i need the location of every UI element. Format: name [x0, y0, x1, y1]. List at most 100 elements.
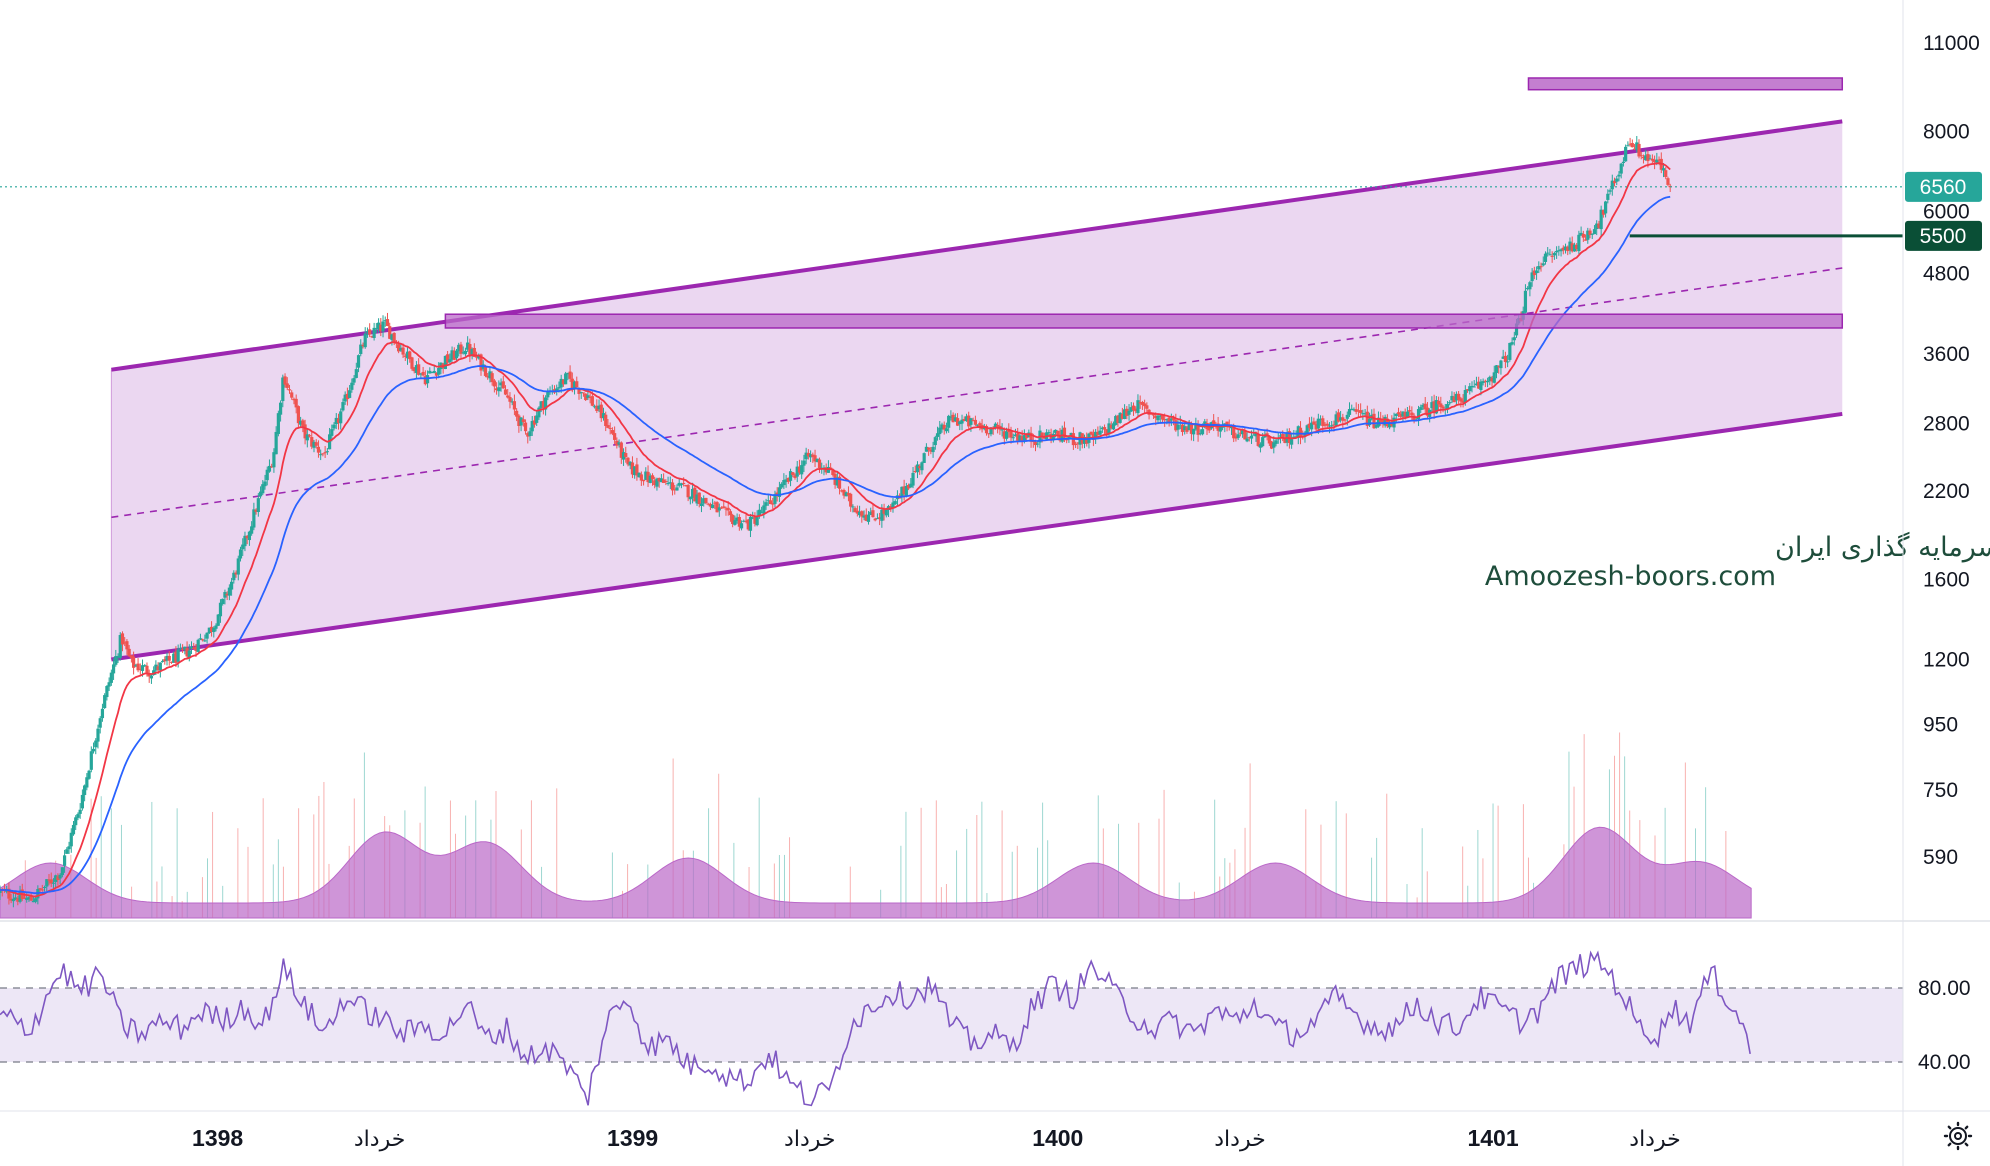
candle-body: [67, 846, 71, 850]
candle-body: [969, 418, 973, 425]
candle-body: [1624, 146, 1628, 162]
candle-body: [408, 351, 412, 360]
gear-icon[interactable]: [1943, 1121, 1973, 1151]
candle-body: [1321, 418, 1325, 426]
candle-body: [788, 471, 793, 481]
candle-body: [1013, 434, 1018, 437]
candle-body: [568, 371, 572, 379]
candle-body: [1510, 342, 1514, 345]
candle-body: [163, 659, 167, 662]
candle-body: [265, 469, 269, 481]
candle-body: [1129, 407, 1133, 412]
candle-body: [575, 381, 579, 388]
candle-body: [1661, 168, 1666, 171]
candle-body: [835, 477, 839, 486]
candle-body: [1225, 421, 1229, 426]
candle-body: [1062, 427, 1067, 438]
candle-body: [107, 682, 111, 687]
candle-body: [771, 503, 775, 505]
candle-body: [40, 889, 44, 891]
candle-body: [1318, 419, 1323, 421]
candle-body: [626, 457, 630, 465]
candle-body: [1657, 159, 1661, 161]
candle-body: [902, 486, 906, 494]
candle-body: [325, 451, 329, 453]
candle-body: [777, 487, 782, 497]
candle-body: [717, 507, 721, 511]
candle-body: [503, 389, 508, 395]
candle-body: [784, 479, 788, 482]
candle-body: [878, 517, 882, 519]
price-tick-label: 3600: [1923, 343, 1970, 366]
candle-body: [1085, 437, 1089, 444]
candle-body: [223, 592, 227, 598]
candle-body: [702, 498, 706, 504]
candle-body: [448, 359, 452, 363]
candle-body: [929, 449, 933, 452]
price-axis[interactable]: 11000 8000 6000 4800 3600 2800 2200 1600 1200 950…: [1923, 32, 1980, 869]
candle-body: [1314, 424, 1318, 430]
price-tick-label: 11000: [1923, 32, 1980, 55]
candle-body: [1089, 431, 1093, 435]
rsi-axis[interactable]: 80.00 40.00: [1918, 977, 1971, 1074]
candle-body: [813, 455, 817, 462]
candle-body: [71, 824, 76, 835]
candle-body: [719, 507, 724, 509]
candle-body: [89, 751, 93, 770]
candle-body: [114, 656, 118, 665]
price-channel: [110, 119, 1843, 662]
candle-body: [339, 411, 343, 424]
candle-body: [490, 373, 494, 383]
candle-body: [83, 785, 87, 796]
candle-body: [196, 639, 200, 652]
candle-body: [11, 898, 15, 902]
candle-body: [911, 472, 915, 486]
candle-body: [158, 662, 162, 671]
candle-body: [1367, 419, 1372, 426]
candle-body: [80, 794, 84, 809]
candle-body: [570, 378, 574, 389]
candle-body: [958, 421, 962, 425]
channel-mid-line: [111, 267, 1843, 519]
candle-body: [1615, 178, 1619, 182]
candle-body: [34, 898, 38, 902]
candle-body: [572, 381, 577, 389]
candle-body: [900, 486, 904, 498]
candle-body: [666, 483, 670, 485]
candle-body: [477, 355, 481, 359]
candle-body: [993, 423, 998, 428]
candle-body: [468, 343, 472, 356]
candle-body: [160, 660, 165, 662]
candle-body: [1245, 438, 1249, 442]
candle-body: [766, 500, 770, 502]
candle-body: [65, 849, 69, 854]
candle-body: [457, 344, 461, 352]
candle-body: [1350, 408, 1354, 411]
candle-body: [394, 342, 398, 344]
candle-body: [517, 415, 521, 427]
candle-body: [1236, 434, 1240, 438]
candle-body: [742, 520, 746, 522]
time-axis[interactable]: 1398 خرداد 1399 خرداد 1400 خرداد 1401 خرداد: [192, 1125, 1681, 1152]
candle-body: [826, 466, 831, 473]
candle-body: [1281, 433, 1285, 438]
candle-body: [194, 646, 198, 651]
candle-body: [1416, 409, 1421, 420]
candle-body: [1336, 412, 1340, 422]
candle-body: [744, 520, 748, 522]
candle-body: [621, 452, 626, 460]
moving-averages: [0, 162, 1671, 898]
candle-body: [722, 506, 726, 508]
candle-body: [686, 485, 690, 498]
candle-body: [639, 474, 643, 481]
candle-body: [733, 520, 737, 525]
candle-body: [501, 381, 505, 389]
candle-body: [931, 446, 935, 453]
candle-body: [31, 900, 36, 903]
candle-body: [187, 650, 191, 659]
candle-body: [1401, 411, 1405, 417]
candle-body: [1599, 209, 1603, 230]
candle-body: [519, 417, 523, 426]
candle-body: [261, 484, 265, 494]
